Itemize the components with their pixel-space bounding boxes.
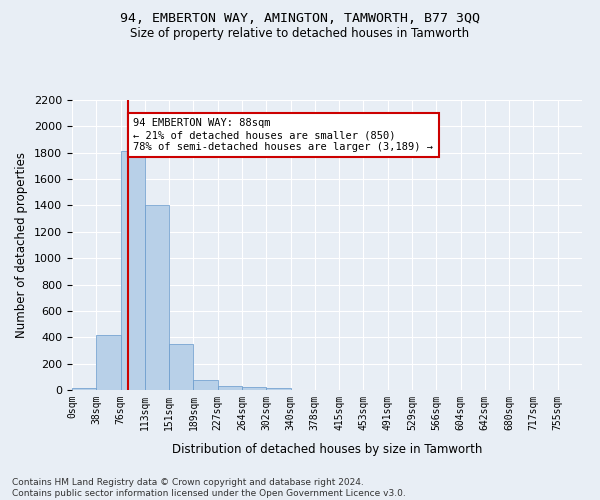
Text: Contains HM Land Registry data © Crown copyright and database right 2024.
Contai: Contains HM Land Registry data © Crown c… xyxy=(12,478,406,498)
Text: Size of property relative to detached houses in Tamworth: Size of property relative to detached ho… xyxy=(130,28,470,40)
Bar xyxy=(266,388,290,390)
Text: 94 EMBERTON WAY: 88sqm
← 21% of detached houses are smaller (850)
78% of semi-de: 94 EMBERTON WAY: 88sqm ← 21% of detached… xyxy=(133,118,433,152)
Bar xyxy=(193,380,218,390)
Bar xyxy=(218,386,242,390)
Text: Distribution of detached houses by size in Tamworth: Distribution of detached houses by size … xyxy=(172,442,482,456)
Bar xyxy=(145,206,169,390)
Y-axis label: Number of detached properties: Number of detached properties xyxy=(16,152,28,338)
Bar xyxy=(96,334,121,390)
Bar xyxy=(121,152,145,390)
Text: 94, EMBERTON WAY, AMINGTON, TAMWORTH, B77 3QQ: 94, EMBERTON WAY, AMINGTON, TAMWORTH, B7… xyxy=(120,12,480,26)
Bar xyxy=(242,388,266,390)
Bar xyxy=(169,344,193,390)
Bar xyxy=(72,388,96,390)
